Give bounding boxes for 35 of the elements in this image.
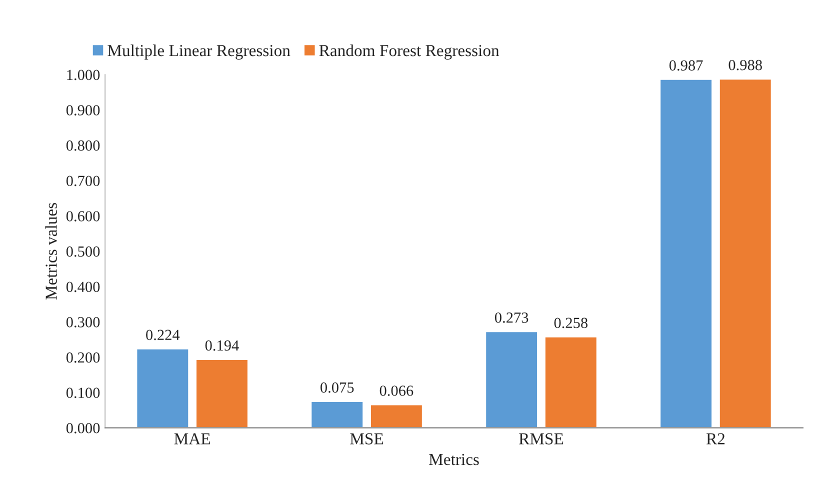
bar [544, 336, 598, 428]
bar [136, 348, 190, 428]
y-tick-label: 0.800 [66, 140, 100, 151]
bar [310, 400, 364, 428]
bar [718, 78, 772, 428]
x-tick-label: RMSE [519, 433, 564, 444]
y-axis-title: Metrics values [45, 203, 57, 300]
y-tick-label: 0.200 [66, 352, 100, 363]
y-tick-label: 0.300 [66, 317, 100, 328]
y-tick-label: 0.500 [66, 246, 100, 257]
bar [370, 404, 424, 428]
data-label: 0.194 [205, 340, 239, 351]
bar [484, 330, 538, 428]
data-label: 0.987 [669, 60, 703, 71]
x-tick-label: R2 [706, 433, 725, 444]
y-tick-label: 0.000 [66, 422, 100, 434]
y-tick-label: 0.100 [66, 388, 100, 398]
y-tick-label: 0.700 [66, 176, 100, 186]
y-tick-label: 0.600 [66, 211, 100, 222]
x-tick-label: MSE [350, 433, 384, 444]
data-label: 0.224 [146, 330, 180, 340]
data-label: 0.066 [380, 386, 414, 396]
bar [195, 358, 249, 428]
legend-label: Multiple Linear Regression [108, 44, 290, 60]
legend-label: Random Forest Regression [319, 44, 500, 60]
data-label: 0.258 [554, 318, 588, 328]
y-tick-label: 0.400 [66, 282, 100, 292]
data-label: 0.273 [494, 312, 528, 323]
data-label: 0.075 [320, 382, 354, 393]
y-tick-label: 1.000 [67, 70, 100, 80]
x-axis-title: Metrics [429, 454, 479, 466]
bar [659, 78, 713, 428]
data-label: 0.988 [728, 60, 762, 70]
x-tick-label: MAE [174, 433, 210, 444]
y-tick-label: 0.900 [66, 105, 100, 116]
